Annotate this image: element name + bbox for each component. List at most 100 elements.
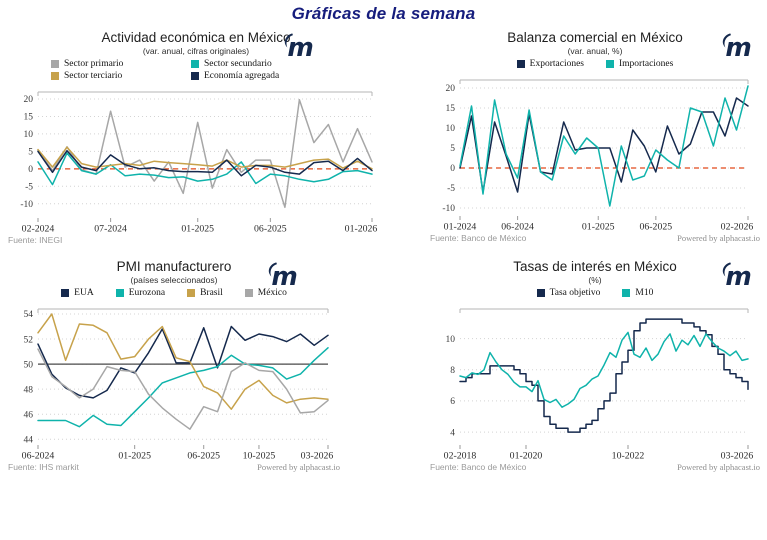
legend-item: Sector primario [51, 59, 183, 69]
x-tick-label: 02-2026 [721, 222, 754, 233]
x-tick-label: 07-2024 [94, 224, 127, 235]
x-tick-label: 01-2020 [510, 451, 543, 462]
chart-footer: Fuente: Banco de México Powered by alpha… [430, 233, 760, 243]
y-tick-label: 52 [24, 335, 34, 345]
chart-footer: Fuente: IHS markit Powered by alphacast.… [8, 462, 340, 472]
x-tick-label: 02-2018 [444, 451, 477, 462]
legend-label: Exportaciones [529, 59, 584, 69]
legend-item: Eurozona [115, 288, 166, 298]
x-tick-label: 10-2022 [612, 451, 645, 462]
legend-label: EUA [74, 288, 94, 298]
series-line [37, 325, 329, 399]
legend-swatch [187, 289, 196, 297]
chart-panel-pmi-manufacturero: PMI manufacturero (países seleccionados)… [8, 259, 340, 472]
legend-label: Sector secundario [204, 59, 272, 69]
y-tick-label: 15 [24, 113, 34, 123]
y-tick-label: 4 [450, 428, 455, 438]
y-tick-label: 46 [24, 410, 34, 420]
y-tick-label: 0 [28, 165, 33, 175]
legend-swatch [191, 60, 199, 68]
legend-swatch [244, 289, 253, 297]
series-line [459, 85, 749, 207]
y-tick-label: 20 [24, 95, 34, 105]
y-tick-label: 8 [450, 366, 455, 376]
y-tick-label: 5 [28, 148, 33, 158]
legend-label: Importaciones [619, 59, 674, 69]
brand-logo-icon: m [262, 261, 306, 292]
legend-label: Sector terciario [64, 71, 123, 81]
legend-label: Tasa objetivo [549, 288, 601, 298]
legend-item: Sector secundario [191, 59, 341, 69]
legend-swatch [191, 72, 199, 80]
chart-footer: Fuente: Banco de México Powered by alpha… [430, 462, 760, 472]
source-label: Fuente: Banco de México [430, 462, 527, 472]
x-tick-label: 03-2026 [721, 451, 754, 462]
series-line [37, 347, 329, 428]
series-line [37, 313, 329, 410]
powered-by-link[interactable]: Powered by alphacast.io [677, 233, 760, 243]
y-tick-label: -5 [25, 183, 33, 193]
legend-label: Sector primario [64, 59, 124, 69]
series-line [459, 331, 749, 408]
legend-label: Economía agregada [204, 71, 280, 81]
chart-footer: Fuente: INEGI [8, 235, 384, 245]
y-tick-label: 20 [446, 84, 456, 94]
powered-by-link[interactable]: Powered by alphacast.io [677, 462, 760, 472]
chart-panel-balanza-comercial: Balanza comercial en México (var. anual,… [430, 30, 760, 245]
y-tick-label: -5 [447, 184, 455, 194]
legend-item: Importaciones [606, 59, 673, 69]
source-label: Fuente: INEGI [8, 235, 63, 245]
legend-item: México [244, 288, 287, 298]
chart-legend: Sector primario Sector secundario Sector t… [8, 59, 384, 81]
chart-title: PMI manufacturero [116, 259, 232, 274]
chart-panel-actividad-economica: Actividad económica en México (var. anua… [8, 30, 384, 245]
x-tick-label: 01-2025 [582, 222, 615, 233]
x-tick-label: 01-2025 [181, 224, 214, 235]
y-tick-label: 15 [446, 104, 456, 114]
x-tick-label: 01-2024 [444, 222, 477, 233]
brand-logo-icon: m [716, 32, 760, 63]
chart-subtitle: (países seleccionados) [130, 275, 218, 285]
legend-item: EUA [61, 288, 94, 298]
page-header: Gráficas de la semana [0, 4, 767, 24]
chart-plot: 44 46 48 50 52 54 06-2024 01-2025 06-2025 10-2025… [22, 308, 333, 462]
brand-logo-icon: m [278, 32, 322, 63]
x-tick-label: 06-2024 [501, 222, 534, 233]
chart-title: Actividad económica en México [101, 30, 291, 45]
y-tick-label: -10 [442, 204, 455, 214]
powered-by-link[interactable]: Powered by alphacast.io [257, 462, 340, 472]
y-tick-label: 10 [446, 335, 456, 345]
legend-swatch [536, 289, 545, 297]
gridlines: 4 6 8 10 [446, 335, 748, 438]
legend-item: M10 [622, 288, 653, 298]
page-title: Gráficas de la semana [291, 4, 476, 23]
legend-swatch [606, 60, 614, 68]
legend-label: Eurozona [128, 288, 166, 298]
legend-label: Brasil [200, 288, 223, 298]
x-tick-label: 10-2025 [243, 451, 276, 462]
gridlines: -10 -5 0 5 10 15 20 [442, 84, 748, 214]
x-tick-label: 01-2025 [118, 451, 151, 462]
series-line [37, 348, 329, 430]
series-line [459, 97, 749, 193]
x-tick-label: 06-2025 [187, 451, 220, 462]
chart-legend: Exportaciones Importaciones [430, 59, 760, 69]
svg-text:m: m [725, 32, 751, 62]
x-tick-label: 06-2025 [254, 224, 287, 235]
chart-title: Balanza comercial en México [507, 30, 683, 45]
legend-swatch [51, 60, 59, 68]
x-tick-label: 06-2024 [22, 451, 55, 462]
y-tick-label: 48 [24, 385, 34, 395]
legend-label: México [257, 288, 287, 298]
chart-subtitle: (%) [588, 275, 602, 285]
legend-item: Exportaciones [516, 59, 584, 69]
source-label: Fuente: IHS markit [8, 462, 79, 472]
legend-item: Tasa objetivo [536, 288, 601, 298]
source-label: Fuente: Banco de México [430, 233, 527, 243]
charts-grid: Actividad económica en México (var. anua… [0, 30, 767, 472]
x-tick-label: 02-2024 [22, 224, 55, 235]
legend-swatch [61, 289, 70, 297]
chart-subtitle: (var. anual, %) [567, 46, 623, 56]
chart-legend: EUA Eurozona Brasil México [8, 288, 340, 298]
